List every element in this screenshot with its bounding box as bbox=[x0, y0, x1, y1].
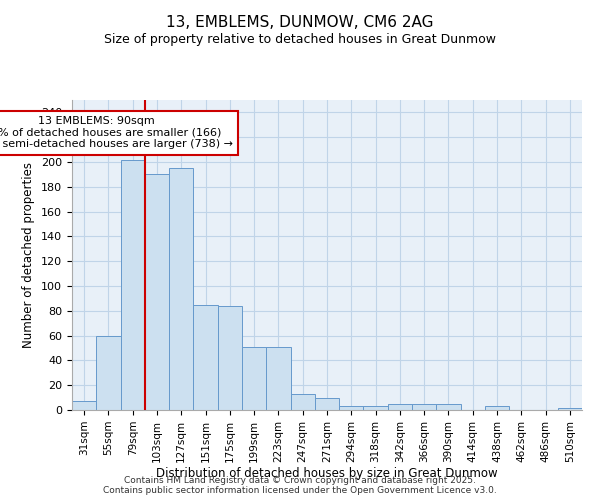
Bar bbox=[315, 398, 339, 410]
Bar bbox=[218, 306, 242, 410]
Text: 13 EMBLEMS: 90sqm
← 18% of detached houses are smaller (166)
81% of semi-detache: 13 EMBLEMS: 90sqm ← 18% of detached hous… bbox=[0, 116, 233, 150]
Text: Contains HM Land Registry data © Crown copyright and database right 2025.
Contai: Contains HM Land Registry data © Crown c… bbox=[103, 476, 497, 495]
Bar bbox=[121, 160, 145, 410]
Bar bbox=[388, 404, 412, 410]
Y-axis label: Number of detached properties: Number of detached properties bbox=[22, 162, 35, 348]
Bar bbox=[290, 394, 315, 410]
Bar bbox=[436, 404, 461, 410]
Bar bbox=[339, 406, 364, 410]
Bar bbox=[558, 408, 582, 410]
Bar bbox=[266, 347, 290, 410]
Bar bbox=[412, 404, 436, 410]
X-axis label: Distribution of detached houses by size in Great Dunmow: Distribution of detached houses by size … bbox=[156, 468, 498, 480]
Text: 13, EMBLEMS, DUNMOW, CM6 2AG: 13, EMBLEMS, DUNMOW, CM6 2AG bbox=[166, 15, 434, 30]
Text: Size of property relative to detached houses in Great Dunmow: Size of property relative to detached ho… bbox=[104, 32, 496, 46]
Bar bbox=[242, 347, 266, 410]
Bar bbox=[364, 406, 388, 410]
Bar bbox=[193, 304, 218, 410]
Bar bbox=[72, 402, 96, 410]
Bar bbox=[96, 336, 121, 410]
Bar bbox=[169, 168, 193, 410]
Bar bbox=[145, 174, 169, 410]
Bar bbox=[485, 406, 509, 410]
